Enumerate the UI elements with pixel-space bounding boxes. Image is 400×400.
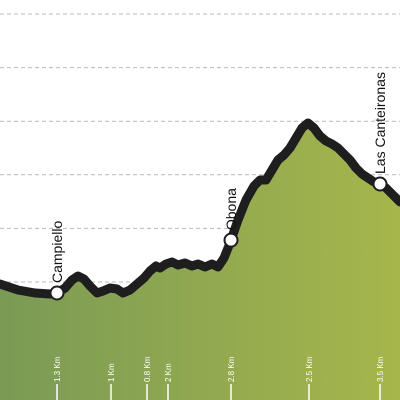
place-markers: Campiello Obona Las Canteironas	[49, 72, 388, 301]
place-marker-dot	[49, 285, 65, 301]
distance-tick-label: 0.8 Km	[143, 356, 152, 382]
distance-tick-label: 1.3 Km	[53, 356, 62, 382]
elevation-line	[0, 118, 400, 299]
place-marker-dot	[372, 176, 388, 192]
distance-tick-label: 1 Km	[107, 363, 116, 382]
distance-tick-label: 2.8 Km	[227, 356, 236, 382]
distance-tick-label: 2.5 Km	[305, 356, 314, 382]
distance-tick-label: 2 Km	[164, 363, 173, 382]
distance-ticks: 1.3 Km 1 Km 0.8 Km 2 Km 2.8 Km 2.5 Km 3.5 Km	[53, 356, 385, 400]
place-marker-dot	[223, 232, 239, 248]
distance-tick-label: 3.5 Km	[376, 356, 385, 382]
place-marker-label: Obona	[223, 188, 239, 230]
place-marker-label: Campiello	[49, 221, 65, 283]
place-marker-label: Las Canteironas	[372, 72, 388, 174]
elevation-area	[0, 123, 400, 400]
